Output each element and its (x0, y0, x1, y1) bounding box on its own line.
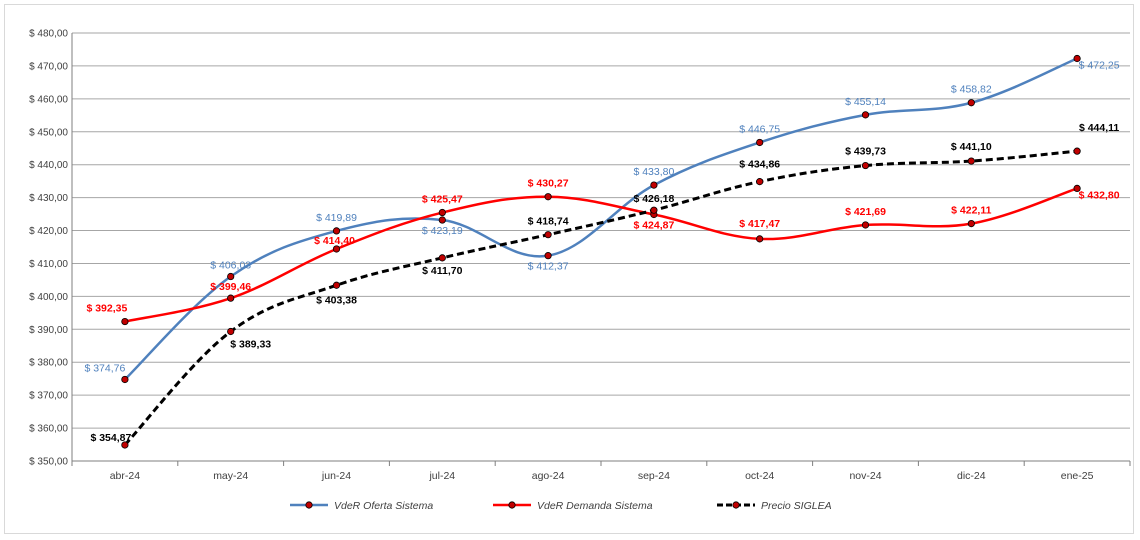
data-point (332, 281, 341, 289)
x-tick-label: ene-25 (1061, 470, 1094, 482)
data-label: $ 455,14 (845, 96, 886, 108)
data-point (227, 327, 235, 336)
data-point (1073, 147, 1081, 155)
data-point (1073, 184, 1081, 192)
x-tick-label: sep-24 (638, 470, 670, 482)
data-label: $ 424,87 (633, 220, 674, 232)
data-label: $ 392,35 (86, 303, 127, 315)
data-point (544, 193, 552, 201)
data-label: $ 418,74 (528, 216, 569, 228)
data-label: $ 403,38 (316, 294, 357, 306)
data-label: $ 441,10 (951, 141, 992, 153)
data-label: $ 433,80 (633, 166, 674, 178)
x-tick-label: dic-24 (957, 470, 986, 482)
data-label: $ 426,18 (633, 193, 674, 205)
data-point (438, 254, 446, 262)
data-label: $ 417,47 (739, 218, 780, 230)
data-label: $ 425,47 (422, 194, 463, 206)
data-point (438, 208, 446, 217)
data-point (756, 235, 764, 243)
y-tick-label: $ 370,00 (29, 391, 68, 402)
data-label: $ 354,87 (90, 432, 131, 444)
series-line-1 (124, 187, 1078, 323)
legend-label: VdeR Oferta Sistema (334, 500, 433, 512)
y-tick-label: $ 390,00 (29, 325, 68, 336)
y-tick-label: $ 480,00 (29, 29, 68, 40)
series-line-2 (123, 149, 1078, 446)
data-point (756, 178, 764, 186)
x-tick-label: abr-24 (110, 470, 141, 482)
data-label: $ 399,46 (210, 281, 251, 293)
data-label: $ 406,03 (210, 260, 251, 272)
data-label: $ 411,70 (422, 265, 462, 277)
data-point (121, 375, 129, 384)
data-label: $ 472,25 (1079, 60, 1120, 72)
legend-marker (305, 501, 313, 509)
data-point (967, 219, 975, 228)
data-point (861, 111, 870, 119)
data-point (227, 294, 235, 302)
y-tick-label: $ 350,00 (29, 457, 68, 468)
data-point (650, 181, 658, 189)
data-point (121, 441, 129, 449)
x-tick-label: may-24 (213, 470, 248, 482)
data-point (332, 245, 341, 253)
data-point (967, 99, 975, 107)
data-label: $ 419,89 (316, 212, 357, 224)
x-tick-label: ago-24 (532, 470, 565, 482)
data-label: $ 432,80 (1079, 189, 1120, 201)
data-label: $ 439,73 (845, 146, 886, 158)
x-tick-label: nov-24 (849, 470, 881, 482)
data-label: $ 389,33 (230, 339, 271, 351)
data-point (756, 138, 764, 147)
data-label: $ 423,19 (422, 225, 463, 237)
series-line-0 (124, 57, 1078, 381)
y-tick-label: $ 470,00 (29, 61, 68, 72)
y-tick-label: $ 440,00 (29, 160, 68, 171)
legend-label: Precio SIGLEA (761, 500, 832, 512)
data-point (227, 272, 235, 281)
data-point (544, 231, 552, 239)
y-tick-label: $ 460,00 (29, 94, 68, 105)
y-tick-label: $ 380,00 (29, 358, 68, 369)
data-label: $ 458,82 (951, 84, 992, 96)
data-point (967, 157, 975, 165)
data-point (332, 227, 341, 235)
data-point (121, 317, 129, 326)
x-tick-label: jul-24 (428, 470, 455, 482)
data-point (438, 216, 446, 224)
data-point (861, 161, 870, 170)
y-tick-label: $ 450,00 (29, 127, 68, 138)
data-point (861, 221, 870, 229)
data-label: $ 374,76 (84, 362, 125, 374)
legend-label: VdeR Demanda Sistema (537, 500, 653, 512)
data-point (650, 206, 658, 214)
data-label: $ 422,11 (951, 205, 991, 217)
legend-marker (508, 501, 516, 509)
data-label: $ 412,37 (528, 261, 569, 273)
x-tick-label: oct-24 (745, 470, 774, 482)
y-tick-label: $ 400,00 (29, 292, 68, 303)
data-point (544, 252, 552, 260)
x-tick-label: jun-24 (321, 470, 351, 482)
data-label: $ 414,40 (314, 235, 355, 247)
y-tick-label: $ 360,00 (29, 424, 68, 435)
y-tick-label: $ 410,00 (29, 259, 68, 270)
y-tick-label: $ 420,00 (29, 226, 68, 237)
data-label: $ 421,69 (845, 206, 886, 218)
data-label: $ 446,75 (739, 123, 780, 135)
chart-frame (4, 4, 1134, 534)
data-label: $ 444,11 (1079, 122, 1119, 134)
data-label: $ 430,27 (528, 178, 569, 190)
y-tick-label: $ 430,00 (29, 193, 68, 204)
data-label: $ 434,86 (739, 159, 780, 171)
legend-marker (732, 501, 740, 509)
data-point (1073, 54, 1081, 63)
